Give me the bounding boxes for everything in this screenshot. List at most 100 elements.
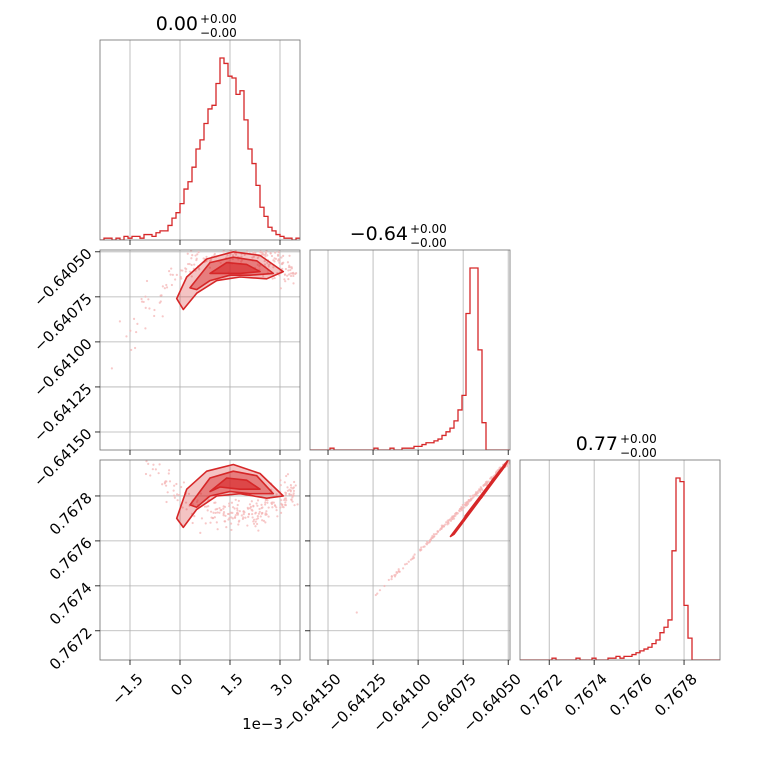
scatter-point (108, 405, 110, 407)
scatter-point (263, 259, 266, 263)
scatter-point (282, 254, 285, 258)
scatter-point (173, 484, 176, 487)
scatter-point (233, 516, 237, 519)
scatter-point (216, 507, 219, 511)
scatter-point (168, 270, 171, 273)
scatter-point (173, 496, 176, 499)
scatter-point (169, 273, 172, 276)
scatter-point (191, 521, 194, 525)
ytick-label: 0.7678 (46, 489, 96, 539)
xtick-label: 0.7674 (561, 670, 611, 720)
scatter-point (190, 275, 193, 278)
scatter-point (254, 525, 257, 528)
scatter-point (383, 584, 386, 588)
scatter-point (461, 507, 464, 510)
scatter-point (274, 251, 277, 254)
scatter-point (303, 486, 305, 488)
scatter-point (249, 247, 251, 249)
scatter-point (245, 250, 249, 253)
scatter-point (144, 327, 147, 330)
scatter-point (283, 278, 286, 281)
scatter-point (436, 530, 439, 533)
scatter-point (281, 267, 284, 270)
scatter-point (292, 489, 296, 493)
scatter-point (268, 247, 270, 249)
scatter-point (211, 247, 213, 249)
scatter-point (209, 234, 211, 236)
scatter-point (485, 481, 489, 484)
scatter-point (289, 490, 292, 493)
scatter-point (222, 250, 225, 253)
scatter-point (292, 282, 295, 285)
scatter-point (185, 508, 188, 511)
scatter-point (284, 280, 287, 283)
scatter-point (144, 472, 148, 476)
scatter-point (271, 277, 274, 280)
scatter-point (258, 243, 260, 245)
xtick-label: 0.0 (167, 670, 197, 700)
scatter-point (256, 515, 259, 518)
scatter-point (273, 504, 277, 507)
scatter-point (147, 455, 149, 457)
scatter-point (193, 263, 196, 266)
title-value: −0.64 (350, 223, 408, 245)
scatter-point (199, 531, 202, 535)
scatter-point (215, 521, 218, 524)
scatter-point (444, 523, 447, 526)
scatter-point (294, 484, 297, 487)
scatter-point (293, 504, 296, 507)
scatter-point (283, 498, 286, 502)
scatter-point (161, 315, 164, 318)
scatter-point (285, 499, 288, 502)
scatter-point (278, 274, 281, 277)
scatter-point (168, 480, 172, 483)
scatter-panel-2-1 (305, 459, 511, 665)
scatter-point (235, 512, 239, 515)
scatter-points (355, 460, 510, 614)
scatter-point (246, 524, 249, 527)
hist-panel-1 (309, 249, 511, 455)
scatter-point (187, 492, 191, 495)
scatter-point (272, 266, 275, 269)
contour-level-2 (478, 477, 497, 499)
scatter-point (177, 493, 181, 497)
scatter-point (219, 261, 222, 264)
scatter-point (191, 254, 194, 257)
scatter-point (387, 578, 390, 582)
scatter-point (181, 506, 184, 509)
scatter-point (135, 330, 138, 334)
panel-frame (99, 39, 301, 241)
scatter-point (258, 507, 261, 511)
scatter-point (247, 515, 250, 519)
scatter-point (487, 480, 490, 483)
scatter-point (237, 520, 241, 523)
scatter-point (190, 263, 193, 267)
scatter-point (222, 511, 226, 514)
scatter-point (266, 499, 269, 502)
scatter-point (170, 283, 174, 287)
scatter-point (236, 509, 239, 512)
scatter-point (454, 514, 457, 517)
scatter-point (467, 501, 470, 504)
scatter-point (255, 522, 259, 526)
scatter-point (230, 501, 234, 504)
scatter-point (151, 468, 154, 471)
scatter-point (165, 286, 169, 289)
scatter-point (284, 501, 287, 504)
scatter-point (292, 486, 295, 489)
scatter-points (110, 234, 298, 370)
scatter-point (468, 499, 471, 502)
scatter-point (447, 518, 451, 522)
scatter-point (412, 556, 416, 560)
scatter-point (167, 469, 171, 472)
scatter-point (276, 515, 279, 518)
scatter-point (231, 511, 234, 514)
scatter-point (288, 492, 291, 496)
histogram-step (310, 267, 510, 450)
scatter-point (256, 263, 259, 266)
scatter-point (206, 509, 209, 512)
contour-level-0 (175, 463, 285, 529)
scatter-point (374, 593, 377, 597)
scatter-point (419, 548, 422, 552)
scatter-point (175, 493, 179, 496)
